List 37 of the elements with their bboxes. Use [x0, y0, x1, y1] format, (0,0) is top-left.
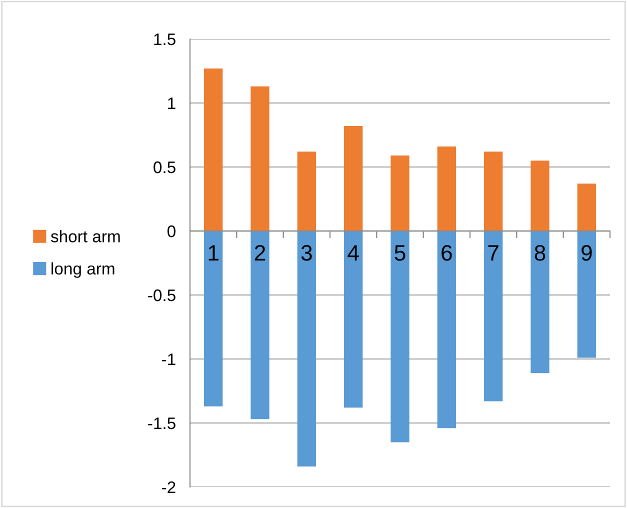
bar: [577, 231, 596, 358]
legend-label: long arm: [52, 262, 114, 278]
y-tick-label: -0.5: [148, 289, 176, 302]
bar: [577, 184, 596, 231]
bar: [484, 231, 503, 402]
y-tick-label: 1.5: [154, 34, 176, 46]
bar: [204, 231, 223, 406]
legend-label: short arm: [50, 230, 120, 242]
y-tick-label: 0.5: [154, 161, 176, 174]
bar: [390, 155, 410, 231]
x-tick-label: 4: [348, 245, 359, 261]
bar: [437, 146, 456, 231]
x-tick-label: 2: [254, 245, 266, 261]
x-tick-label: 6: [442, 245, 452, 261]
bar: [344, 231, 363, 408]
x-tick-label: 5: [394, 245, 406, 261]
x-tick-label: 3: [301, 245, 312, 261]
x-tick-label: 8: [534, 245, 546, 261]
y-tick-label: 0: [167, 225, 176, 238]
y-tick-label: -2: [162, 481, 176, 494]
bar: [204, 68, 223, 231]
bar: [297, 231, 316, 467]
bar: [390, 231, 410, 442]
y-tick-label: -1.5: [148, 418, 176, 430]
bar: [344, 126, 363, 231]
bar: [250, 86, 270, 231]
x-tick-label: 1: [208, 245, 218, 261]
bar: [530, 160, 550, 231]
bar: [250, 231, 270, 420]
bar: [297, 152, 316, 231]
y-tick-label: 1: [168, 98, 176, 110]
x-tick-label: 9: [582, 245, 592, 261]
bar: [437, 231, 456, 428]
bar: [484, 152, 503, 231]
bar: [530, 231, 550, 374]
x-tick-label: 7: [488, 245, 498, 261]
y-tick-label: -1: [162, 354, 176, 366]
